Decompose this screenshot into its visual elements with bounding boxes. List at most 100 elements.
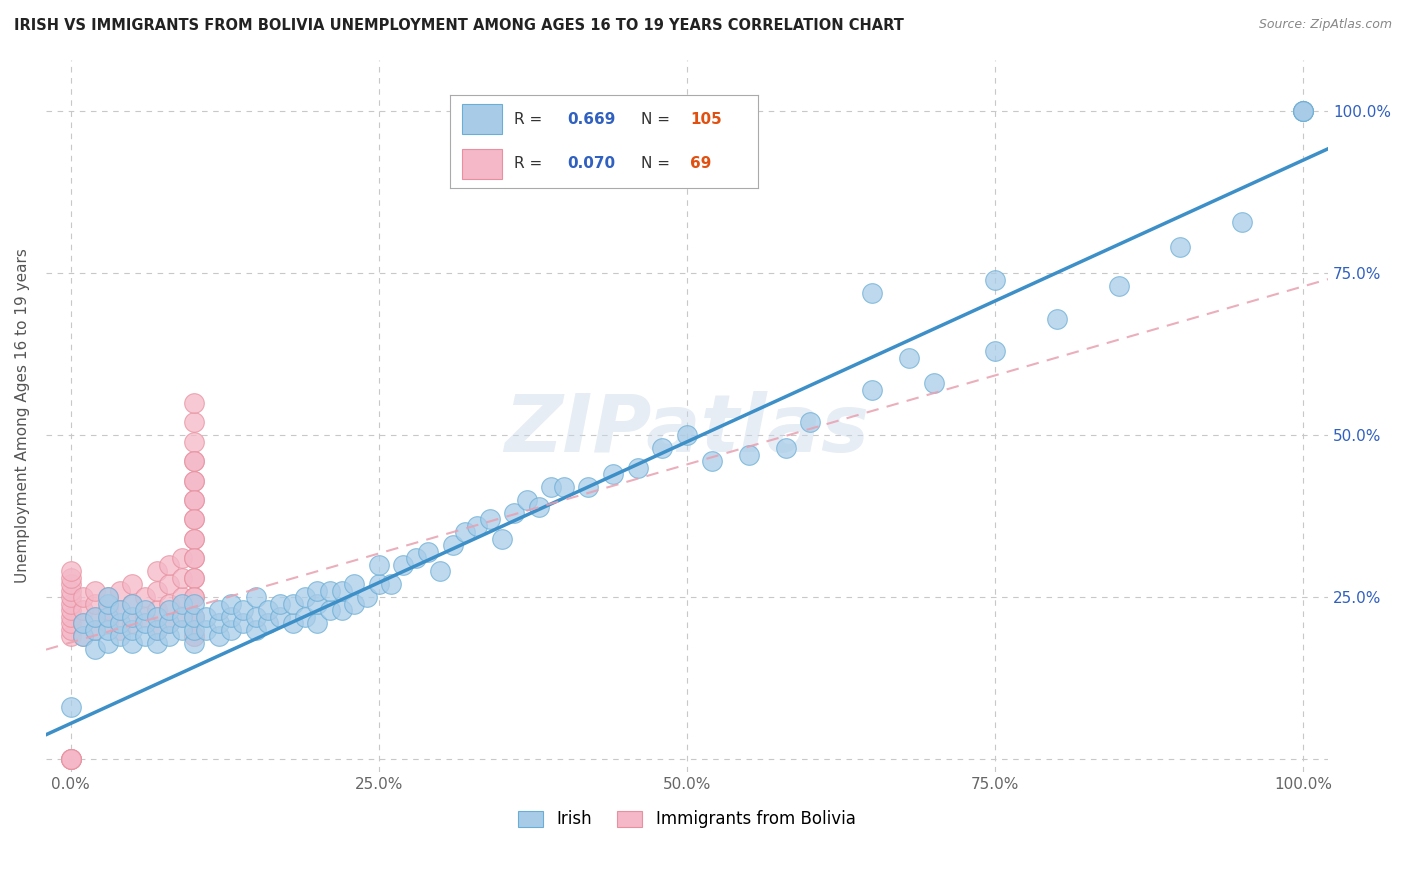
Point (245, 590, 267, 604)
Text: ZIPatlas: ZIPatlas (505, 391, 869, 469)
Point (59, 752, 82, 766)
Point (356, 590, 378, 604)
Point (170, 623, 193, 637)
Point (183, 454, 205, 468)
Point (183, 493, 205, 508)
Point (108, 583, 131, 598)
Point (157, 597, 180, 611)
Point (108, 603, 131, 617)
Point (700, 454, 723, 468)
Point (294, 609, 316, 624)
Point (676, 428, 699, 442)
Point (183, 532, 205, 546)
Point (72, 616, 94, 631)
Point (97, 590, 120, 604)
Point (134, 629, 156, 643)
Point (157, 577, 180, 591)
Point (367, 577, 389, 591)
Point (183, 512, 205, 526)
Point (183, 551, 205, 566)
Point (294, 590, 316, 604)
Point (72, 590, 94, 604)
Point (183, 474, 205, 488)
Point (1292, 104, 1315, 119)
Point (516, 493, 538, 508)
Point (1230, 214, 1253, 228)
Point (183, 415, 205, 429)
Point (527, 500, 550, 514)
Point (59, 752, 82, 766)
Point (207, 616, 229, 631)
Point (330, 583, 353, 598)
Point (59, 616, 82, 631)
Point (84, 642, 107, 657)
Point (146, 564, 169, 578)
Point (183, 454, 205, 468)
Point (72, 616, 94, 631)
Point (207, 603, 229, 617)
Point (307, 597, 329, 611)
Point (59, 629, 82, 643)
Point (1168, 240, 1191, 254)
Point (392, 558, 415, 572)
Point (491, 532, 513, 546)
Point (269, 609, 291, 624)
Point (307, 583, 329, 598)
Point (97, 597, 120, 611)
Point (72, 629, 94, 643)
Point (183, 396, 205, 410)
Point (1292, 104, 1315, 119)
Point (775, 441, 797, 455)
Point (627, 460, 650, 475)
Text: IRISH VS IMMIGRANTS FROM BOLIVIA UNEMPLOYMENT AMONG AGES 16 TO 19 YEARS CORRELAT: IRISH VS IMMIGRANTS FROM BOLIVIA UNEMPLO… (14, 18, 904, 33)
Point (59, 564, 82, 578)
Point (183, 493, 205, 508)
Point (232, 603, 254, 617)
Point (146, 583, 169, 598)
Point (59, 583, 82, 598)
Point (429, 564, 451, 578)
Point (257, 603, 280, 617)
Point (84, 623, 107, 637)
Point (467, 519, 489, 533)
Point (503, 506, 526, 520)
Point (108, 616, 131, 631)
Point (478, 512, 501, 526)
Point (183, 474, 205, 488)
Point (97, 623, 120, 637)
Point (245, 609, 267, 624)
Point (170, 597, 193, 611)
Point (146, 623, 169, 637)
Point (108, 623, 131, 637)
Point (540, 480, 562, 494)
Y-axis label: Unemployment Among Ages 16 to 19 years: Unemployment Among Ages 16 to 19 years (15, 248, 30, 583)
Point (183, 571, 205, 585)
Point (146, 603, 169, 617)
Point (207, 629, 229, 643)
Point (59, 597, 82, 611)
Point (219, 609, 242, 624)
Point (799, 415, 821, 429)
Point (343, 597, 366, 611)
Point (157, 616, 180, 631)
Point (84, 609, 107, 624)
Point (183, 532, 205, 546)
Point (183, 635, 205, 649)
Point (281, 597, 304, 611)
Point (183, 609, 205, 624)
Point (343, 577, 366, 591)
Point (454, 525, 477, 540)
Point (170, 590, 193, 604)
Point (897, 351, 920, 365)
Point (183, 629, 205, 643)
Point (860, 383, 883, 397)
Point (146, 609, 169, 624)
Point (121, 623, 143, 637)
Point (121, 597, 143, 611)
Point (219, 597, 242, 611)
Point (84, 597, 107, 611)
Point (183, 590, 205, 604)
Point (121, 577, 143, 591)
Point (183, 609, 205, 624)
Point (59, 577, 82, 591)
